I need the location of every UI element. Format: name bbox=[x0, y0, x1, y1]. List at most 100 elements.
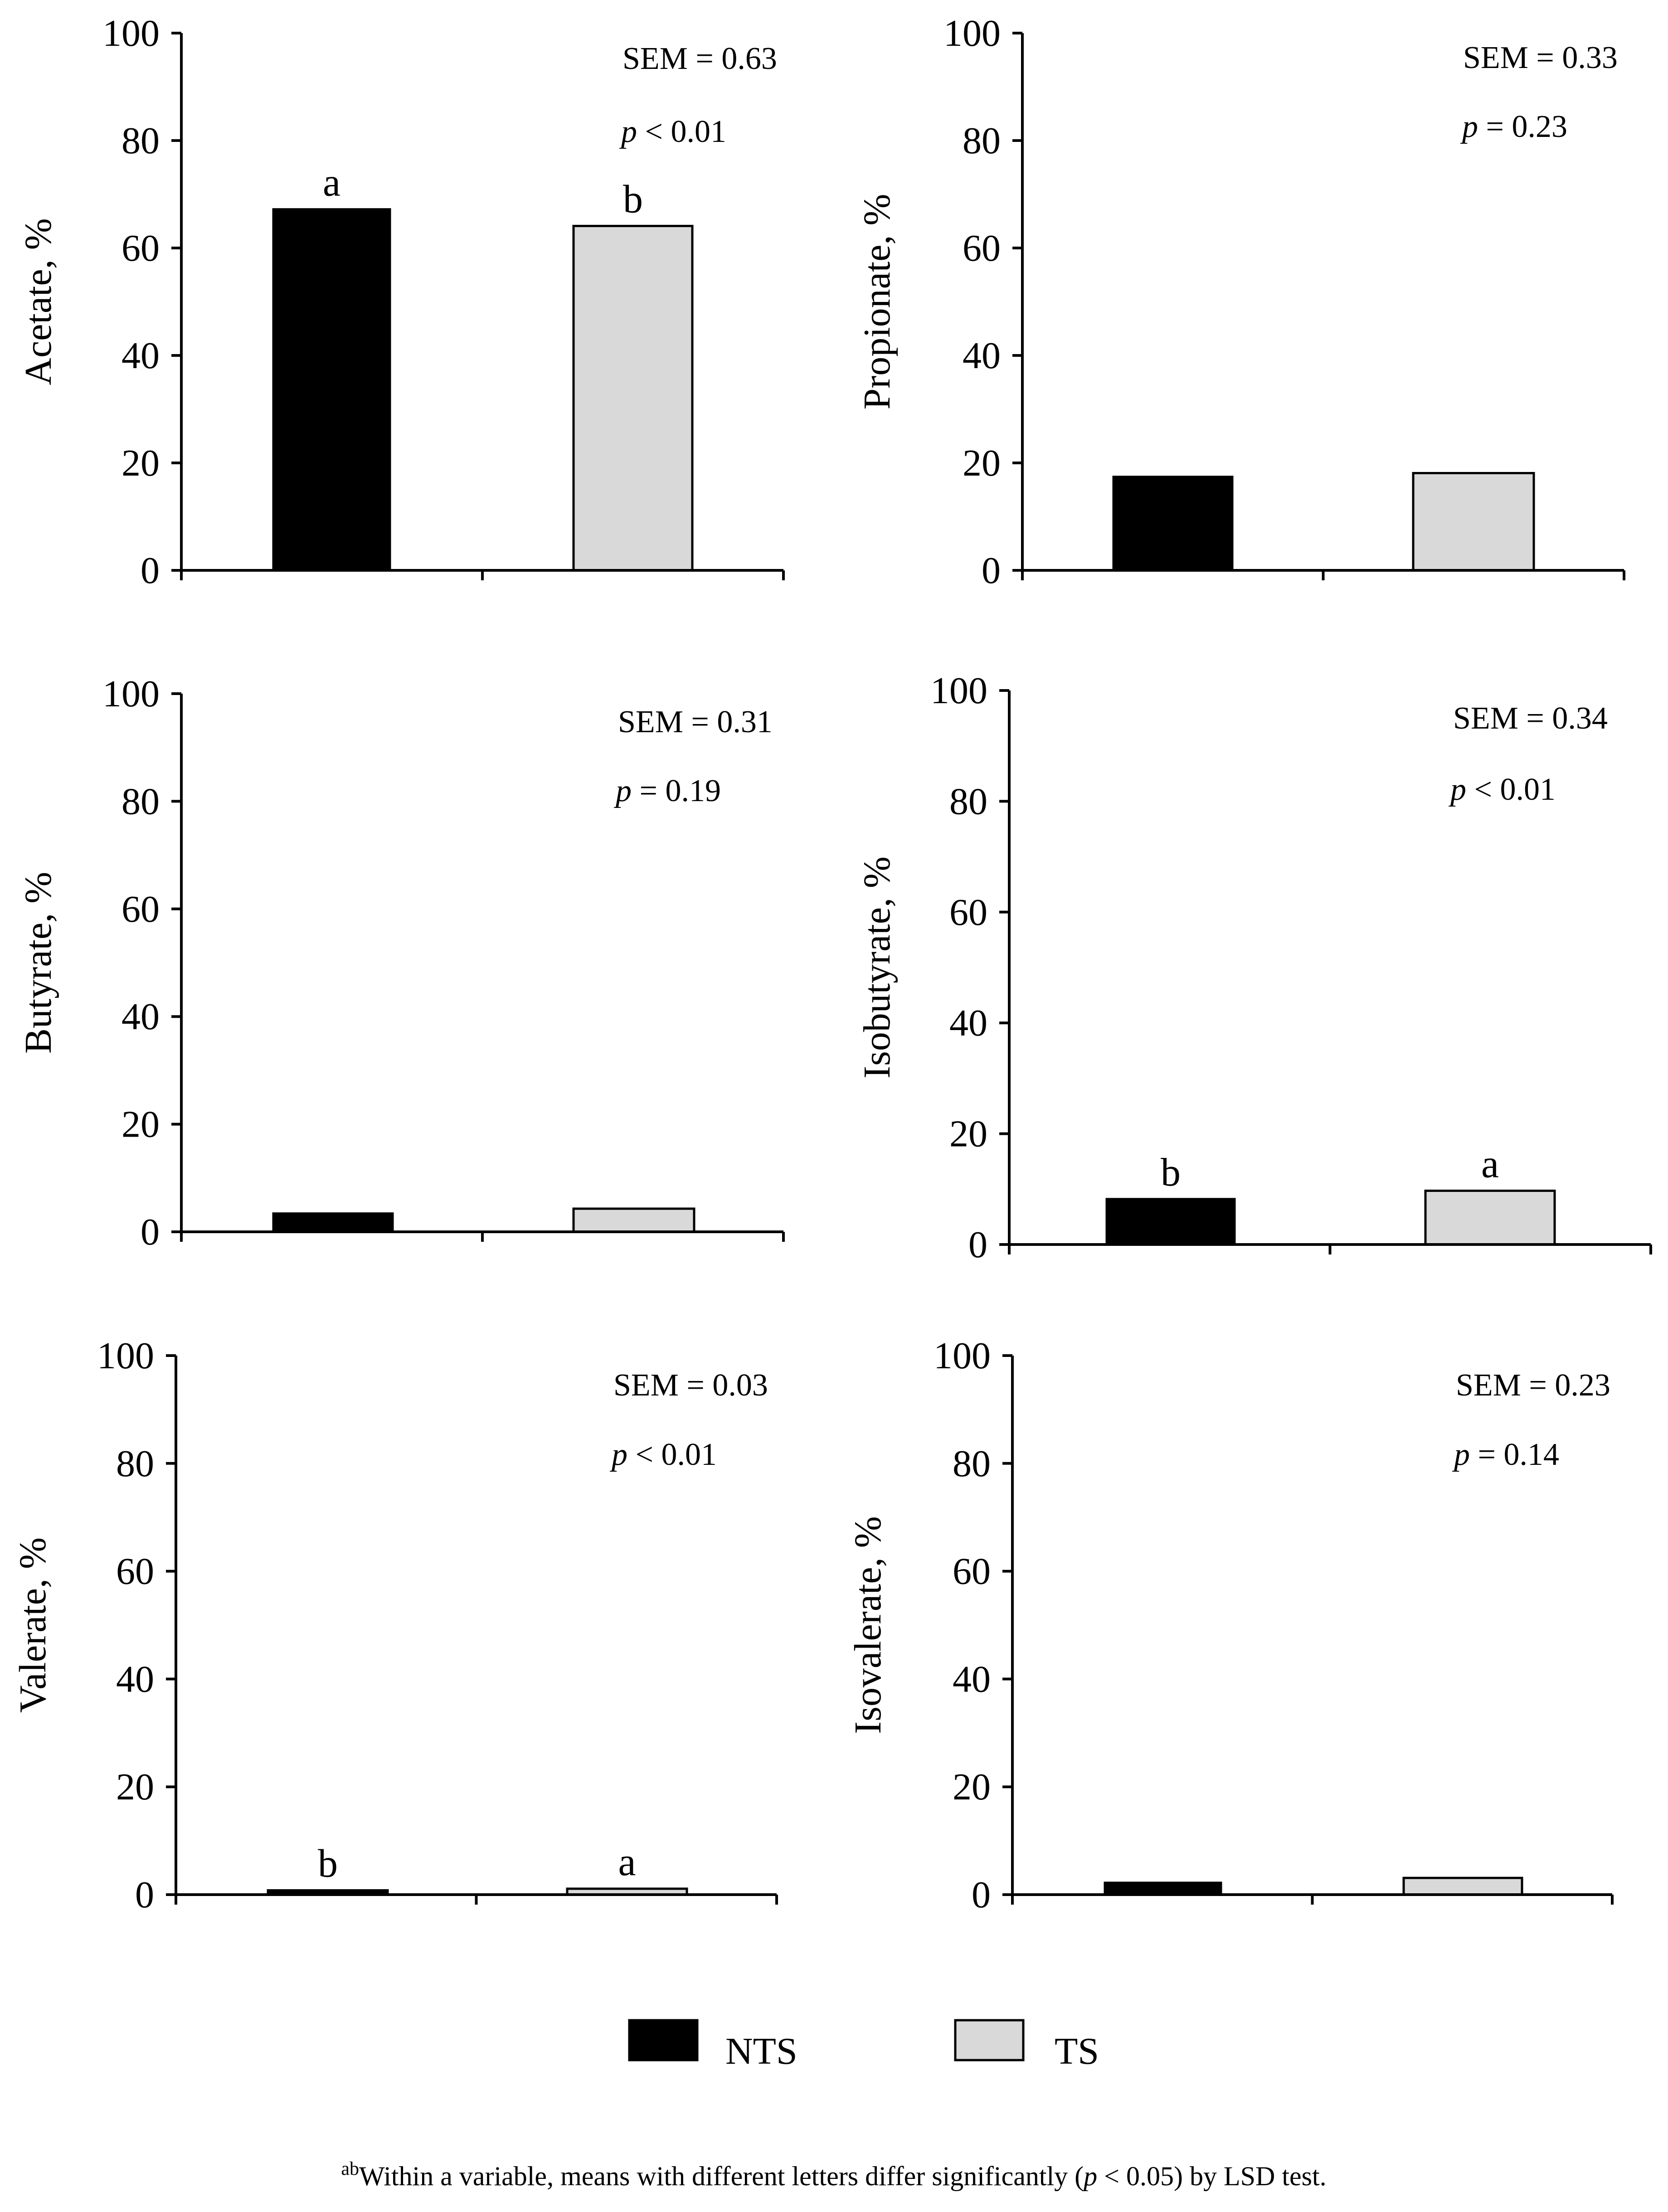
p-value-text: p < 0.01 bbox=[1448, 772, 1556, 807]
bar-ts bbox=[572, 224, 694, 572]
y-tick-label: 20 bbox=[122, 442, 160, 484]
sem-text: SEM = 0.33 bbox=[1463, 40, 1618, 75]
significance-letter-nts: b bbox=[1161, 1151, 1181, 1195]
y-tick-label: 80 bbox=[122, 120, 160, 162]
y-tick-label: 60 bbox=[122, 227, 160, 269]
y-tick-label: 20 bbox=[953, 1766, 991, 1808]
y-tick-label: 60 bbox=[949, 891, 987, 933]
p-value-text: p < 0.01 bbox=[609, 1437, 717, 1472]
bar-ts bbox=[572, 1207, 695, 1233]
y-tick-label: 0 bbox=[135, 1874, 154, 1916]
y-tick-label: 100 bbox=[934, 1335, 991, 1377]
y-tick-label: 40 bbox=[949, 1002, 987, 1044]
footnote-text-after: < 0.05) by LSD test. bbox=[1097, 2161, 1327, 2191]
y-tick-label: 20 bbox=[949, 1113, 987, 1155]
y-tick-label: 40 bbox=[116, 1658, 154, 1700]
y-tick-label: 20 bbox=[122, 1104, 160, 1146]
p-value-text: p = 0.14 bbox=[1452, 1437, 1559, 1472]
y-tick-label: 0 bbox=[968, 1224, 987, 1266]
chart-panel-3: 0 20 40 60 80 100 Butyrate, % SEM = 0.31 p = 0.1… bbox=[17, 673, 785, 1253]
p-value: < 0.01 bbox=[637, 114, 726, 149]
p-symbol: p bbox=[609, 1437, 627, 1472]
y-tick-label: 60 bbox=[116, 1551, 154, 1593]
y-tick-label: 100 bbox=[930, 670, 987, 712]
y-axis-title: Butyrate, % bbox=[17, 872, 59, 1054]
p-value-text: p < 0.01 bbox=[619, 114, 726, 149]
significance-letter-nts: b bbox=[318, 1842, 338, 1886]
y-tick-label: 40 bbox=[122, 996, 160, 1038]
sem-text: SEM = 0.03 bbox=[613, 1368, 768, 1403]
sem-text: SEM = 0.31 bbox=[618, 705, 773, 739]
footnote: abWithin a variable, means with differen… bbox=[341, 2159, 1326, 2191]
p-symbol: p bbox=[1448, 772, 1466, 807]
p-value-text: p = 0.23 bbox=[1460, 109, 1567, 144]
y-tick-label: 80 bbox=[949, 780, 987, 822]
bar-nts bbox=[1104, 1881, 1222, 1896]
p-value: = 0.23 bbox=[1478, 109, 1567, 144]
p-symbol: p bbox=[1460, 109, 1478, 144]
p-symbol: p bbox=[619, 114, 637, 149]
bar-ts bbox=[1402, 1877, 1523, 1896]
y-axis-title: Isovalerate, % bbox=[847, 1516, 889, 1734]
sem-text: SEM = 0.34 bbox=[1453, 701, 1608, 736]
y-tick-label: 0 bbox=[982, 549, 1001, 592]
y-tick-label: 40 bbox=[953, 1658, 991, 1700]
chart-panel-6: 0 20 40 60 80 100 Isovalerate, % SEM = 0.23 p = … bbox=[847, 1335, 1614, 1916]
p-value-text: p = 0.19 bbox=[613, 773, 721, 808]
bar-ts bbox=[1412, 472, 1535, 572]
legend-swatch-ts bbox=[954, 2019, 1025, 2061]
chart-panel-1: a b 0 20 40 60 80 100 Acetate, % SEM = 0.63 p < 0.… bbox=[17, 12, 785, 592]
y-tick-label: 80 bbox=[122, 780, 160, 822]
legend-label-nts: NTS bbox=[725, 2030, 798, 2072]
y-tick-label: 0 bbox=[141, 1211, 160, 1253]
y-tick-label: 100 bbox=[97, 1335, 154, 1377]
chart-panel-2: 0 20 40 60 80 100 Propionate, % SEM = 0.33 p = 0… bbox=[856, 12, 1625, 592]
y-tick-label: 60 bbox=[122, 888, 160, 930]
legend-swatch-nts bbox=[628, 2019, 699, 2061]
legend: NTS TS bbox=[628, 2019, 1099, 2072]
y-axis-title: Acetate, % bbox=[17, 218, 59, 385]
y-tick-label: 100 bbox=[102, 12, 160, 54]
y-tick-label: 40 bbox=[963, 335, 1001, 377]
y-tick-label: 100 bbox=[102, 673, 160, 715]
significance-letter-ts: a bbox=[1481, 1142, 1499, 1186]
bar-nts bbox=[272, 1212, 394, 1233]
footnote-text-before: Within a variable, means with different … bbox=[359, 2161, 1084, 2191]
bar-ts bbox=[1424, 1189, 1556, 1246]
significance-letter-ts: a bbox=[618, 1840, 636, 1884]
p-symbol: p bbox=[1452, 1437, 1470, 1472]
chart-panel-5: b a 0 20 40 60 80 100 Valerate, % SEM = 0.03 p < 0… bbox=[12, 1335, 778, 1916]
p-symbol: p bbox=[613, 773, 632, 808]
p-value: = 0.19 bbox=[632, 773, 721, 808]
legend-label-ts: TS bbox=[1055, 2030, 1099, 2072]
bar-nts bbox=[272, 208, 391, 572]
y-tick-label: 80 bbox=[116, 1443, 154, 1485]
chart-panel-4: b a 0 20 40 60 80 100 Isobutyrate, % SEM = 0.34 p … bbox=[856, 670, 1652, 1266]
y-tick-label: 0 bbox=[972, 1874, 991, 1916]
significance-letter-nts: a bbox=[323, 161, 340, 205]
y-axis-title: Isobutyrate, % bbox=[856, 856, 898, 1079]
footnote-p: p bbox=[1082, 2161, 1097, 2191]
y-tick-label: 80 bbox=[953, 1443, 991, 1485]
sem-text: SEM = 0.23 bbox=[1456, 1368, 1610, 1403]
y-tick-label: 20 bbox=[116, 1766, 154, 1808]
panels: a b 0 20 40 60 80 100 Acetate, % SEM = 0.63 p < 0.… bbox=[12, 12, 1652, 1916]
p-value: < 0.01 bbox=[1466, 772, 1556, 807]
footnote-superscript: ab bbox=[341, 2159, 359, 2179]
y-tick-label: 60 bbox=[963, 227, 1001, 269]
sem-text: SEM = 0.63 bbox=[622, 41, 777, 76]
y-tick-label: 80 bbox=[963, 120, 1001, 162]
p-value: = 0.14 bbox=[1470, 1437, 1559, 1472]
significance-letter-ts: b bbox=[623, 177, 643, 221]
bar-nts bbox=[1105, 1198, 1236, 1246]
y-tick-label: 20 bbox=[963, 442, 1001, 484]
y-tick-label: 100 bbox=[943, 12, 1001, 54]
y-axis-title: Propionate, % bbox=[856, 194, 898, 410]
y-axis-title: Valerate, % bbox=[12, 1537, 54, 1713]
bar-nts bbox=[1112, 476, 1234, 572]
p-value: < 0.01 bbox=[627, 1437, 717, 1472]
y-tick-label: 0 bbox=[141, 549, 160, 592]
y-tick-label: 40 bbox=[122, 335, 160, 377]
y-tick-label: 60 bbox=[953, 1551, 991, 1593]
